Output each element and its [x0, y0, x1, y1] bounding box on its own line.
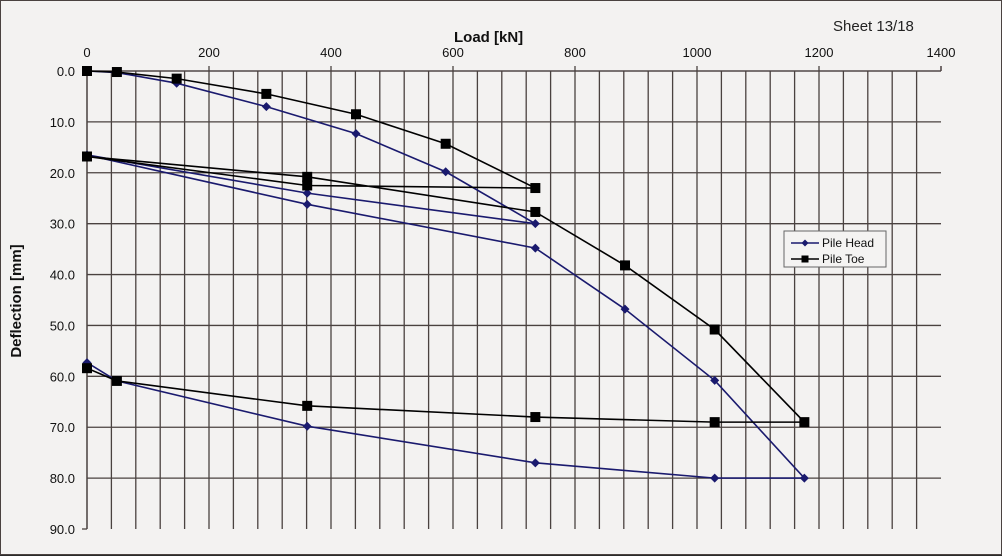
diamond-marker-icon — [302, 421, 312, 431]
gridlines — [82, 66, 942, 530]
series-pile-toe — [82, 66, 810, 428]
y-tick-label: 30.0 — [50, 217, 75, 232]
y-tick-label: 10.0 — [50, 115, 75, 130]
y-tick-label: 90.0 — [50, 522, 75, 537]
legend-label: Pile Head — [822, 236, 874, 250]
square-marker-icon — [111, 67, 122, 78]
sheet-label: Sheet 13/18 — [833, 18, 914, 35]
legend-label: Pile Toe — [822, 252, 865, 266]
y-tick-label: 70.0 — [50, 420, 75, 435]
square-marker-icon — [82, 151, 92, 162]
diamond-marker-icon — [302, 188, 312, 198]
x-tick-label: 800 — [564, 45, 586, 60]
legend-box — [783, 230, 887, 268]
square-marker-icon — [801, 255, 809, 263]
square-marker-icon — [82, 363, 92, 374]
square-marker-icon — [351, 109, 362, 120]
x-tick-label: 0 — [83, 45, 90, 60]
x-tick-label: 200 — [198, 45, 220, 60]
x-axis-ticks: 0 200 400 600 800 1000 1200 1400 — [83, 45, 955, 71]
legend-item-pile-toe: Pile Toe — [791, 252, 865, 266]
data-series — [82, 66, 810, 483]
square-marker-icon — [530, 206, 541, 217]
diamond-marker-icon — [799, 473, 809, 483]
square-marker-icon — [440, 138, 451, 149]
square-marker-icon — [709, 417, 720, 428]
square-marker-icon — [82, 66, 92, 76]
diamond-marker-icon — [620, 304, 630, 314]
square-marker-icon — [302, 400, 313, 411]
y-tick-label: 0.0 — [57, 64, 75, 79]
y-axis-title: Deflection [mm] — [8, 244, 25, 357]
x-axis-title: Load [kN] — [454, 29, 523, 46]
x-tick-label: 1000 — [683, 45, 712, 60]
diamond-marker-icon — [530, 219, 540, 229]
diamond-marker-icon — [351, 129, 361, 139]
square-marker-icon — [111, 375, 122, 386]
diamond-marker-icon — [302, 199, 312, 209]
diamond-marker-icon — [530, 458, 540, 468]
diamond-marker-icon — [710, 375, 720, 385]
diamond-marker-icon — [530, 243, 540, 253]
square-marker-icon — [799, 417, 810, 428]
square-marker-icon — [530, 183, 541, 194]
diamond-marker-icon — [710, 473, 720, 483]
square-marker-icon — [709, 324, 720, 335]
x-tick-label: 1400 — [927, 45, 956, 60]
y-tick-label: 50.0 — [50, 318, 75, 333]
square-marker-icon — [530, 412, 541, 423]
diamond-marker-icon — [441, 167, 451, 177]
square-marker-icon — [620, 260, 631, 271]
x-tick-label: 1200 — [805, 45, 834, 60]
diamond-marker-icon — [261, 102, 271, 112]
y-tick-label: 80.0 — [50, 471, 75, 486]
square-marker-icon — [171, 73, 182, 84]
legend-item-pile-head: Pile Head — [791, 236, 874, 250]
y-tick-label: 40.0 — [50, 268, 75, 283]
x-tick-label: 600 — [442, 45, 464, 60]
legend: Pile Head Pile Toe — [783, 230, 887, 268]
y-axis-ticks: 0.0 10.0 20.0 30.0 40.0 50.0 60.0 70.0 80.0 90.0 — [50, 64, 75, 537]
y-tick-label: 60.0 — [50, 369, 75, 384]
diamond-marker-icon — [801, 239, 809, 247]
square-marker-icon — [302, 180, 313, 191]
y-tick-label: 20.0 — [50, 166, 75, 181]
square-marker-icon — [261, 88, 272, 99]
square-marker-icon — [302, 171, 313, 182]
x-tick-label: 400 — [320, 45, 342, 60]
